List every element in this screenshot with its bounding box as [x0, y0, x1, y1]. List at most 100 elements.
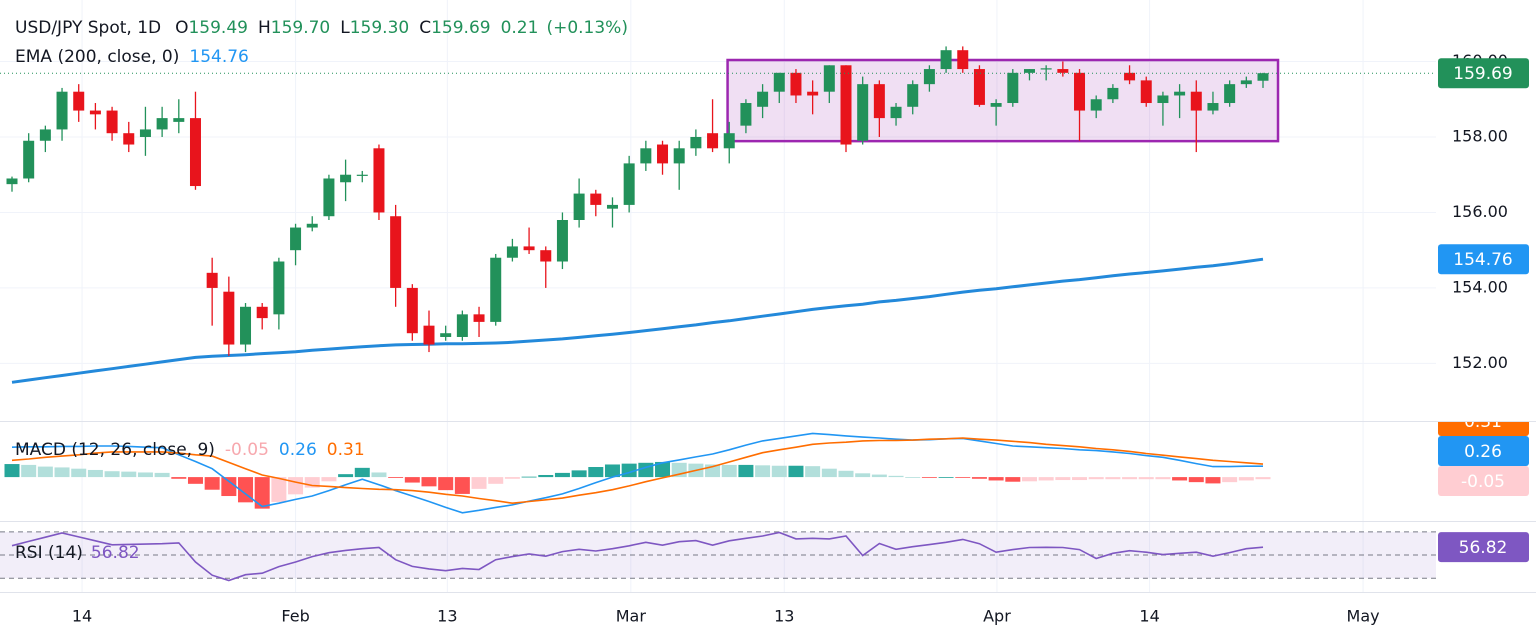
candle-body	[1240, 80, 1252, 85]
candle-body	[456, 314, 468, 337]
candle-body	[990, 103, 1002, 107]
ohlc-key: C	[419, 18, 431, 38]
histogram-bar	[1005, 477, 1021, 482]
histogram-bar	[638, 462, 654, 478]
histogram-bar	[1021, 477, 1037, 482]
histogram-bar	[1105, 477, 1121, 480]
candle-body	[640, 148, 652, 164]
candle-body	[673, 148, 685, 164]
histogram-bar	[755, 465, 771, 478]
histogram-bar	[321, 477, 337, 482]
histogram-bar	[588, 467, 604, 478]
histogram-bar	[1205, 477, 1221, 484]
candle-body	[1007, 72, 1019, 104]
candle-body	[106, 110, 118, 134]
candle-body	[973, 69, 985, 105]
candle-body	[273, 261, 285, 315]
candle-body	[1224, 84, 1236, 104]
candle-body	[907, 84, 919, 107]
candle-body	[1057, 69, 1069, 73]
candle-body	[1207, 103, 1219, 111]
candle-body	[223, 291, 235, 345]
candle-body	[690, 136, 702, 149]
histogram-bar	[104, 471, 120, 478]
macd-axis: 0.31 0.26 -0.05	[1438, 412, 1529, 496]
change-pct: (+0.13%)	[546, 18, 628, 38]
candle-body	[73, 91, 85, 111]
candle-body	[373, 148, 385, 213]
axes: 152.00154.00156.00158.00160.0014Feb13Mar…	[72, 51, 1529, 626]
candle-body	[623, 163, 635, 205]
rsi-pane	[0, 531, 1436, 582]
histogram-bar	[154, 472, 170, 478]
histogram-bar	[488, 477, 504, 484]
candle-body	[173, 118, 185, 122]
histogram-bar	[938, 477, 954, 478]
y-tick-label: 154.00	[1452, 277, 1508, 296]
candle-body	[256, 306, 268, 319]
candle-body	[156, 118, 168, 130]
histogram-bar	[554, 472, 570, 478]
candle-body	[807, 91, 819, 96]
histogram-bar	[655, 461, 671, 478]
range-box	[726, 58, 1280, 143]
header: USD/JPY Spot, 1D O159.49 H159.70 L159.30 C15…	[15, 18, 628, 38]
last-price-label: 159.69	[1453, 64, 1512, 84]
histogram-bar	[1255, 477, 1271, 480]
signal-axis-label: 0.31	[1464, 412, 1502, 432]
candle-body	[757, 91, 769, 107]
candle-body	[1107, 87, 1119, 100]
candle-body	[1140, 80, 1152, 104]
x-tick-label: May	[1347, 607, 1380, 626]
rsi-axis-label: 56.82	[1459, 538, 1508, 558]
histogram-bar	[788, 465, 804, 478]
histogram-bar	[187, 477, 203, 484]
histogram-bar	[21, 464, 37, 478]
y-tick-label: 152.00	[1452, 353, 1508, 372]
rsi-legend: RSI (14) 56.82	[15, 543, 140, 563]
candle-body	[1157, 95, 1169, 104]
candle-body	[189, 118, 201, 187]
ohlc-value: 159.70	[271, 18, 330, 38]
histogram-bar	[955, 477, 971, 478]
candle-body	[6, 178, 18, 185]
ohlc-value: 159.69	[431, 18, 490, 38]
candle-body	[123, 133, 135, 145]
candle-body	[1174, 91, 1186, 96]
signal-value: 0.31	[327, 440, 365, 460]
histogram-bar	[4, 464, 20, 478]
candle-body	[1074, 72, 1086, 111]
last-price-label-bg	[1438, 58, 1529, 89]
histogram-bar	[538, 474, 554, 478]
candle-body	[523, 246, 535, 251]
histogram-bar	[805, 466, 821, 478]
histogram-bar	[87, 469, 103, 478]
macd-hist-value: -0.05	[225, 440, 269, 460]
rsi-axis-label-bg	[1438, 532, 1529, 563]
ohlc-value: 159.30	[350, 18, 409, 38]
histogram-bar	[1172, 477, 1188, 481]
candle-body	[773, 72, 785, 92]
candle-body	[139, 129, 151, 137]
candle-body	[823, 65, 835, 92]
histogram-bar	[221, 477, 237, 497]
y-tick-label: 156.00	[1452, 202, 1508, 221]
histogram-bar	[1238, 477, 1254, 481]
ema-price-label: 154.76	[1453, 250, 1512, 270]
histogram-bar	[521, 476, 537, 478]
y-tick-label: 158.00	[1452, 126, 1508, 145]
candle-body	[423, 325, 435, 345]
candle-body	[1090, 99, 1102, 111]
histogram-bar	[971, 477, 987, 479]
x-tick-label: 13	[774, 607, 794, 626]
candle-body	[723, 133, 735, 149]
ohlc-value: 159.49	[188, 18, 247, 38]
histogram-bar	[354, 467, 370, 478]
candle-body	[490, 257, 502, 322]
candle-body	[840, 65, 852, 145]
candle-body	[1190, 91, 1202, 111]
signal-axis-label-bg	[1438, 422, 1529, 436]
ema-line	[11, 257, 1264, 384]
rsi-title: RSI (14)	[15, 543, 83, 563]
